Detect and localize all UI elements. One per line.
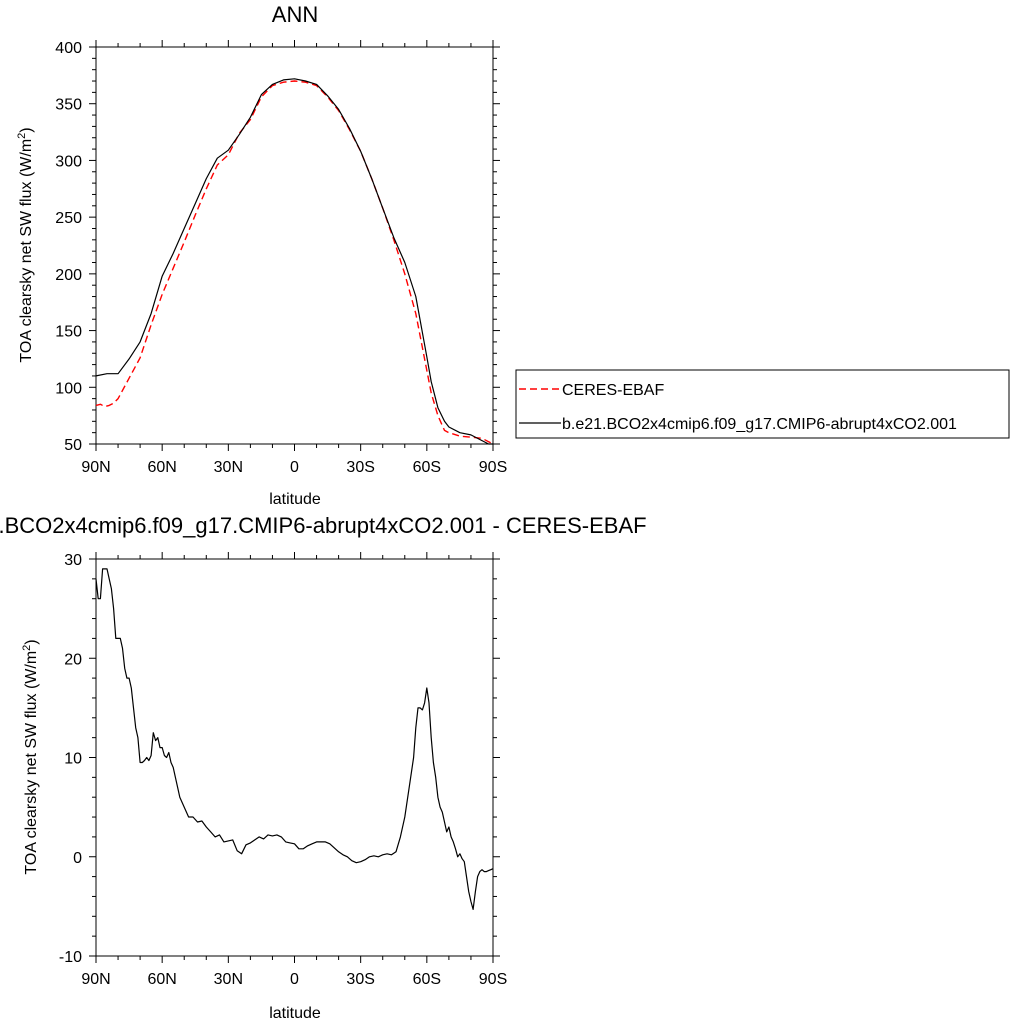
- x-tick-label: 30S: [346, 459, 374, 476]
- x-tick-label: 0: [290, 971, 299, 988]
- y-tick-label: -10: [59, 949, 82, 966]
- y-tick-label: 10: [64, 751, 82, 768]
- x-tick-label: 30S: [346, 971, 374, 988]
- x-tick-label: 60N: [147, 971, 176, 988]
- x-tick-label: 30N: [214, 459, 243, 476]
- y-tick-label: 50: [64, 437, 82, 454]
- x-tick-label: 90S: [479, 971, 507, 988]
- y-tick-label: 20: [64, 651, 82, 668]
- series-line-ceres-ebaf: [95, 80, 494, 445]
- legend-label-ceres-ebaf: CERES-EBAF: [562, 382, 664, 399]
- x-tick-label: 0: [290, 459, 299, 476]
- x-tick-label: 60S: [413, 971, 441, 988]
- chart-title: ANN: [272, 2, 318, 27]
- mean-flux-panel: ANN 90N 60N 30N 0 30S 60S 90S 50 100 150 200 250 300…: [16, 2, 507, 508]
- difference-panel: b.e21.BCO2x4cmip6.f09_g17.CMIP6-abrupt4x…: [0, 513, 647, 1022]
- series-line-difference: [95, 568, 494, 911]
- x-tick-label: 60N: [147, 459, 176, 476]
- y-tick-label: 350: [55, 97, 82, 114]
- y-tick-label: 150: [55, 324, 82, 341]
- series-layer: [95, 78, 494, 445]
- x-tick-label: 90N: [81, 971, 110, 988]
- x-tick-label: 90S: [479, 459, 507, 476]
- y-tick-label: 400: [55, 40, 82, 57]
- series-line-b-e21-bco2x4cmip6-f09-g17-cmip6-abrupt4xco2-001: [95, 78, 493, 445]
- x-tick-label: 60S: [413, 459, 441, 476]
- y-tick-label: 300: [55, 153, 82, 170]
- axis-ticks: 90N 60N 30N 0 30S 60S 90S 50 100 150 200 250 300 350 4…: [55, 40, 507, 476]
- y-tick-label: 30: [64, 552, 82, 569]
- axis-ticks: 90N 60N 30N 0 30S 60S 90S -10 0 10 20 30: [59, 552, 507, 988]
- plot-frame: [95, 46, 494, 445]
- y-tick-label: 200: [55, 267, 82, 284]
- x-tick-label: 30N: [214, 971, 243, 988]
- legend-box: [515, 369, 1010, 439]
- y-tick-label: 0: [73, 850, 82, 867]
- y-tick-label: 100: [55, 380, 82, 397]
- y-tick-label: 250: [55, 210, 82, 227]
- x-axis-label: latitude: [269, 491, 321, 508]
- chart-title: b.e21.BCO2x4cmip6.f09_g17.CMIP6-abrupt4x…: [0, 513, 647, 538]
- x-tick-label: 90N: [81, 459, 110, 476]
- legend: CERES-EBAF b.e21.BCO2x4cmip6.f09_g17.CMI…: [515, 369, 1010, 439]
- legend-label-model: b.e21.BCO2x4cmip6.f09_g17.CMIP6-abrupt4x…: [562, 416, 957, 433]
- y-axis-label: TOA clearsky net SW flux (W/m2): [16, 127, 35, 362]
- series-layer: [95, 568, 494, 911]
- y-axis-label: TOA clearsky net SW flux (W/m2): [21, 639, 40, 874]
- x-axis-label: latitude: [269, 1005, 321, 1022]
